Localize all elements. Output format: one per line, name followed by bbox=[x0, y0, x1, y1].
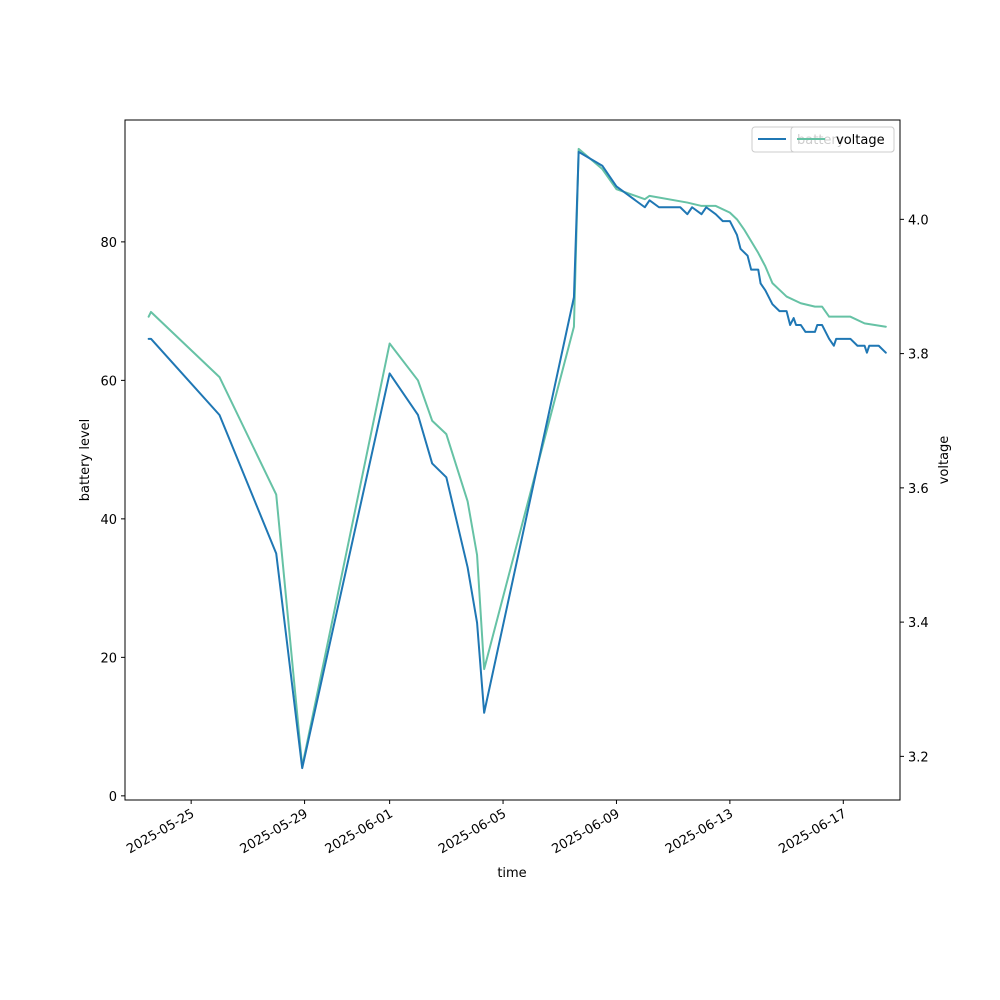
y-right-tick-label: 3.4 bbox=[908, 616, 929, 631]
y-right-tick-label: 3.6 bbox=[908, 482, 929, 497]
plot-frame bbox=[124, 119, 901, 801]
y-left-tick-label: 20 bbox=[100, 651, 117, 666]
y-left-tick-label: 40 bbox=[100, 513, 117, 528]
y-axis-left-ticks: 0 20 40 60 80 bbox=[100, 236, 125, 805]
x-tick-label: 2025-06-01 bbox=[323, 806, 396, 857]
x-axis-label: time bbox=[497, 866, 526, 881]
x-axis-ticks: 2025-05-25 2025-05-29 2025-06-01 2025-06-05… bbox=[124, 800, 849, 857]
y-left-tick-label: 60 bbox=[100, 374, 117, 389]
y-right-tick-label: 3.8 bbox=[908, 348, 929, 363]
legend-voltage-label: voltage bbox=[836, 133, 885, 148]
plot-background bbox=[125, 120, 900, 800]
series-line-voltage bbox=[147, 147, 887, 768]
legend-voltage-frame bbox=[790, 126, 895, 153]
y-axis-right-ticks: 3.2 3.4 3.6 3.8 4.0 bbox=[900, 213, 929, 765]
x-tick-label: 2025-05-25 bbox=[124, 806, 197, 857]
x-tick-label: 2025-05-29 bbox=[238, 806, 311, 857]
y-right-tick-label: 4.0 bbox=[908, 213, 929, 228]
x-tick-label: 2025-06-17 bbox=[776, 806, 849, 857]
y-axis-right-label: voltage bbox=[937, 436, 952, 485]
legend-voltage: voltage bbox=[790, 126, 895, 153]
x-tick-label: 2025-06-09 bbox=[550, 806, 623, 857]
series-lines bbox=[147, 147, 887, 770]
x-tick-label: 2025-06-13 bbox=[663, 806, 736, 857]
y-right-tick-label: 3.2 bbox=[908, 750, 929, 765]
y-left-tick-label: 80 bbox=[100, 236, 117, 251]
y-left-tick-label: 0 bbox=[109, 790, 117, 805]
y-axis-left-label: battery level bbox=[78, 419, 93, 502]
x-tick-label: 2025-06-05 bbox=[436, 806, 509, 857]
series-line-battery bbox=[147, 150, 887, 770]
